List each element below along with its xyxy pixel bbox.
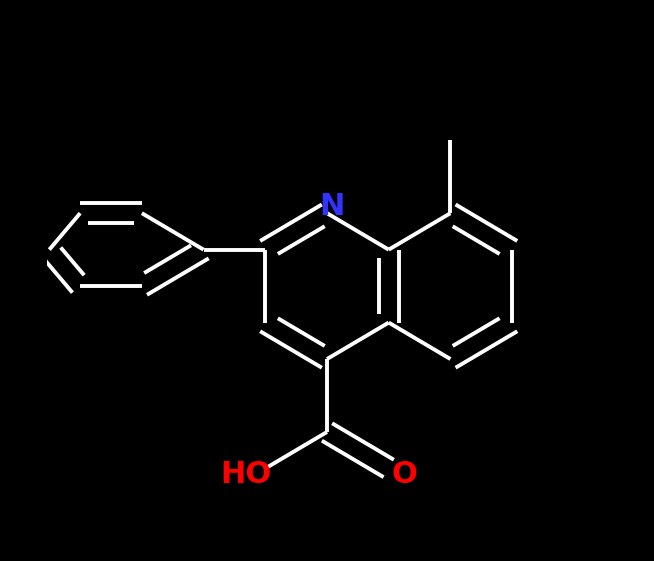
Text: HO: HO bbox=[220, 459, 271, 489]
Text: O: O bbox=[392, 459, 417, 489]
Text: N: N bbox=[318, 192, 344, 221]
